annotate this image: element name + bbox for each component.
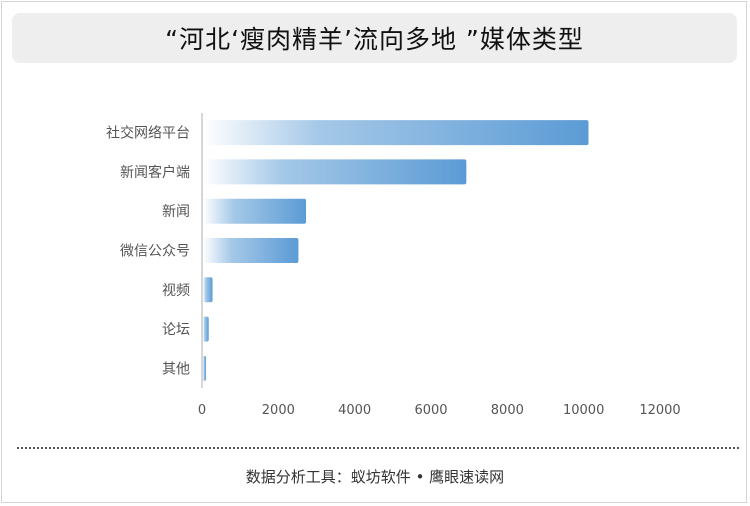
category-label: 新闻客户端 [120,164,190,181]
title-bar: “河北‘瘦肉精羊’流向多地 ”媒体类型 [12,13,737,63]
category-label: 其他 [162,361,190,377]
x-tick-label: 6000 [414,403,447,418]
footer-source: 数据分析工具：蚁坊软件 • 鹰眼速读网 [245,468,505,486]
category-label: 论坛 [162,322,190,338]
bar-2 [203,198,307,224]
bar-0 [203,120,589,146]
footer-divider [17,447,739,449]
category-label: 微信公众号 [120,244,190,260]
x-tick-label: 2000 [262,403,295,418]
chart-title: “河北‘瘦肉精羊’流向多地 ”媒体类型 [165,25,584,54]
x-tick-label: 8000 [491,403,524,418]
bar-1 [203,159,467,185]
bar-6 [203,355,207,381]
category-label: 视频 [162,283,190,299]
bar-5 [203,316,209,342]
category-label: 社交网络平台 [106,125,190,142]
category-label: 新闻 [162,204,190,220]
bar-3 [203,238,299,263]
x-tick-label: 12000 [639,403,680,418]
x-tick-label: 4000 [338,403,371,418]
bar-4 [203,277,213,303]
x-tick-label: 0 [198,403,206,418]
x-tick-label: 10000 [563,403,604,418]
